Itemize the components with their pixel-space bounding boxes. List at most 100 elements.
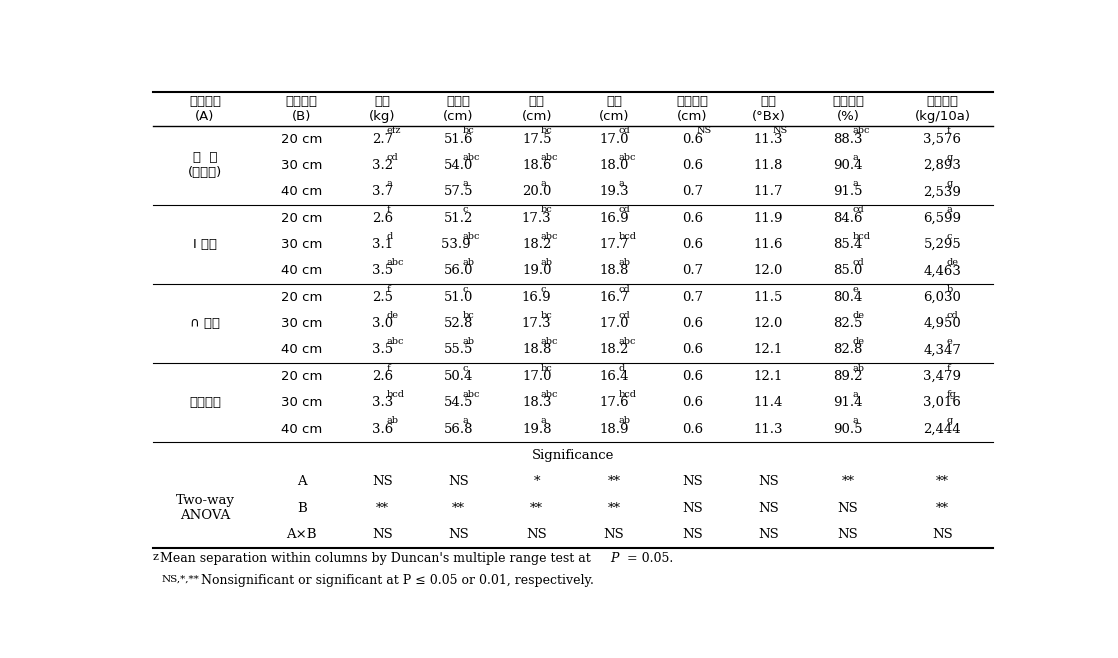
Text: 16.9: 16.9 <box>599 212 629 224</box>
Text: bcd: bcd <box>852 232 870 241</box>
Text: d: d <box>618 364 625 372</box>
Text: NS: NS <box>758 501 779 515</box>
Text: c: c <box>947 232 953 241</box>
Text: f: f <box>947 364 950 372</box>
Text: Significance: Significance <box>532 449 614 462</box>
Text: 91.5: 91.5 <box>833 186 863 198</box>
Text: 20 cm: 20 cm <box>281 212 322 224</box>
Text: 과장
(cm): 과장 (cm) <box>521 95 552 123</box>
Text: 30 cm: 30 cm <box>281 317 322 330</box>
Text: 88.3: 88.3 <box>833 132 863 145</box>
Text: 0.6: 0.6 <box>682 422 703 436</box>
Text: a: a <box>618 179 624 188</box>
Text: 11.3: 11.3 <box>754 422 783 436</box>
Text: 85.0: 85.0 <box>833 265 863 278</box>
Text: f: f <box>387 364 390 372</box>
Text: **: ** <box>607 475 620 488</box>
Text: 11.4: 11.4 <box>754 396 783 409</box>
Text: cd: cd <box>387 153 398 162</box>
Text: 5,295: 5,295 <box>923 238 961 251</box>
Text: g: g <box>947 179 953 188</box>
Text: f: f <box>947 126 950 136</box>
Text: 3.3: 3.3 <box>372 396 394 409</box>
Text: abc: abc <box>463 390 480 399</box>
Text: 2.7: 2.7 <box>372 132 394 145</box>
Text: 91.4: 91.4 <box>833 396 863 409</box>
Text: abc: abc <box>541 338 558 346</box>
Text: 17.0: 17.0 <box>599 317 628 330</box>
Text: 2.5: 2.5 <box>372 291 392 304</box>
Text: 82.5: 82.5 <box>833 317 863 330</box>
Text: NS: NS <box>682 528 703 541</box>
Text: 11.9: 11.9 <box>754 212 783 224</box>
Text: a: a <box>387 179 392 188</box>
Text: bcd: bcd <box>387 390 405 399</box>
Text: 19.0: 19.0 <box>522 265 551 278</box>
Text: 3.7: 3.7 <box>372 186 394 198</box>
Text: NS: NS <box>697 126 712 136</box>
Text: 과폭
(cm): 과폭 (cm) <box>599 95 629 123</box>
Text: 상품과율
(%): 상품과율 (%) <box>832 95 864 123</box>
Text: bc: bc <box>463 126 474 136</box>
Text: 30 cm: 30 cm <box>281 159 322 172</box>
Text: 0.7: 0.7 <box>682 265 703 278</box>
Text: 상품수량
(kg/10a): 상품수량 (kg/10a) <box>915 95 970 123</box>
Text: 과둘레
(cm): 과둘레 (cm) <box>443 95 474 123</box>
Text: a: a <box>463 417 468 425</box>
Text: 16.9: 16.9 <box>522 291 551 304</box>
Text: 85.4: 85.4 <box>833 238 863 251</box>
Text: g: g <box>947 153 953 162</box>
Text: 2.6: 2.6 <box>372 212 394 224</box>
Text: cd: cd <box>852 205 864 215</box>
Text: 3.5: 3.5 <box>372 343 394 357</box>
Text: 51.6: 51.6 <box>444 132 473 145</box>
Text: 6,030: 6,030 <box>923 291 961 304</box>
Text: 40 cm: 40 cm <box>281 422 322 436</box>
Text: 3,016: 3,016 <box>923 396 961 409</box>
Text: 관  행
(포복형): 관 행 (포복형) <box>188 151 222 180</box>
Text: 12.1: 12.1 <box>754 343 783 357</box>
Text: ab: ab <box>387 417 399 425</box>
Text: 0.6: 0.6 <box>682 159 703 172</box>
Text: bc: bc <box>463 311 474 320</box>
Text: NS: NS <box>604 528 625 541</box>
Text: ∩ 자형: ∩ 자형 <box>190 317 220 330</box>
Text: 57.5: 57.5 <box>444 186 473 198</box>
Text: abc: abc <box>387 258 404 267</box>
Text: 0.6: 0.6 <box>682 343 703 357</box>
Text: abc: abc <box>852 126 870 136</box>
Text: NS: NS <box>527 528 547 541</box>
Text: 17.0: 17.0 <box>599 132 628 145</box>
Text: abc: abc <box>541 390 558 399</box>
Text: 20 cm: 20 cm <box>281 132 322 145</box>
Text: 3.2: 3.2 <box>372 159 394 172</box>
Text: bc: bc <box>541 205 552 215</box>
Text: **: ** <box>842 475 854 488</box>
Text: 과중
(kg): 과중 (kg) <box>369 95 396 123</box>
Text: bc: bc <box>541 311 552 320</box>
Text: 17.6: 17.6 <box>599 396 629 409</box>
Text: abc: abc <box>541 232 558 241</box>
Text: 3.1: 3.1 <box>372 238 394 251</box>
Text: a: a <box>541 179 547 188</box>
Text: 52.8: 52.8 <box>444 317 473 330</box>
Text: efz: efz <box>387 126 401 136</box>
Text: NS: NS <box>682 475 703 488</box>
Text: 11.7: 11.7 <box>754 186 783 198</box>
Text: 90.5: 90.5 <box>833 422 863 436</box>
Text: 0.6: 0.6 <box>682 132 703 145</box>
Text: abc: abc <box>463 153 480 162</box>
Text: 0.7: 0.7 <box>682 186 703 198</box>
Text: cd: cd <box>618 205 631 215</box>
Text: e: e <box>852 284 858 293</box>
Text: 18.3: 18.3 <box>522 396 551 409</box>
Text: 17.5: 17.5 <box>522 132 551 145</box>
Text: 3,479: 3,479 <box>923 370 961 383</box>
Text: 2,444: 2,444 <box>923 422 961 436</box>
Text: de: de <box>852 338 864 346</box>
Text: B: B <box>296 501 306 515</box>
Text: NS: NS <box>372 475 392 488</box>
Text: 3.6: 3.6 <box>372 422 394 436</box>
Text: 0.6: 0.6 <box>682 396 703 409</box>
Text: de: de <box>387 311 399 320</box>
